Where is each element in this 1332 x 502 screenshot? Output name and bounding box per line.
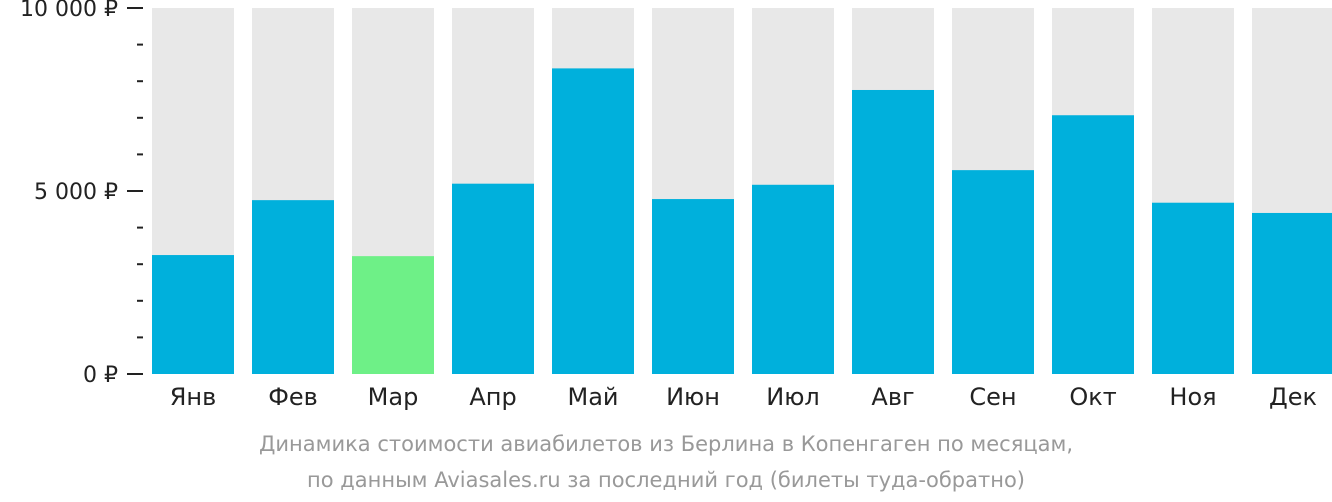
x-tick-label-2: Фев [268,383,318,411]
bar-7 [752,184,834,374]
bar-3 [352,256,434,374]
x-tick-label-7: Июл [766,383,820,411]
bar-8 [852,89,934,374]
bar-4 [452,183,534,374]
x-tick-label-4: Апр [469,383,516,411]
x-tick-label-1: Янв [170,383,217,411]
x-tick-label-9: Сен [969,383,1016,411]
x-tick-label-3: Мар [368,383,419,411]
x-tick-label-12: Дек [1269,383,1317,411]
x-tick-label-6: Июн [666,383,720,411]
bar-9 [952,170,1034,374]
y-tick-label-1: 0 ₽ [83,363,118,388]
chart-caption-line-2: по данным Aviasales.ru за последний год … [307,468,1025,492]
y-tick-label-3: 10 000 ₽ [20,0,118,22]
bar-12 [1252,212,1332,374]
x-tick-label-8: Авг [871,383,914,411]
bar-5 [552,68,634,374]
bar-1 [152,255,234,374]
x-tick-label-10: Окт [1069,383,1116,411]
bar-6 [652,199,734,374]
x-tick-label-11: Ноя [1169,383,1216,411]
bar-11 [1152,202,1234,374]
y-tick-label-2: 5 000 ₽ [34,180,118,205]
bar-10 [1052,115,1134,374]
chart-caption-line-1: Динамика стоимости авиабилетов из Берлин… [258,432,1074,456]
bar-2 [252,200,334,374]
x-tick-label-5: Май [567,383,618,411]
